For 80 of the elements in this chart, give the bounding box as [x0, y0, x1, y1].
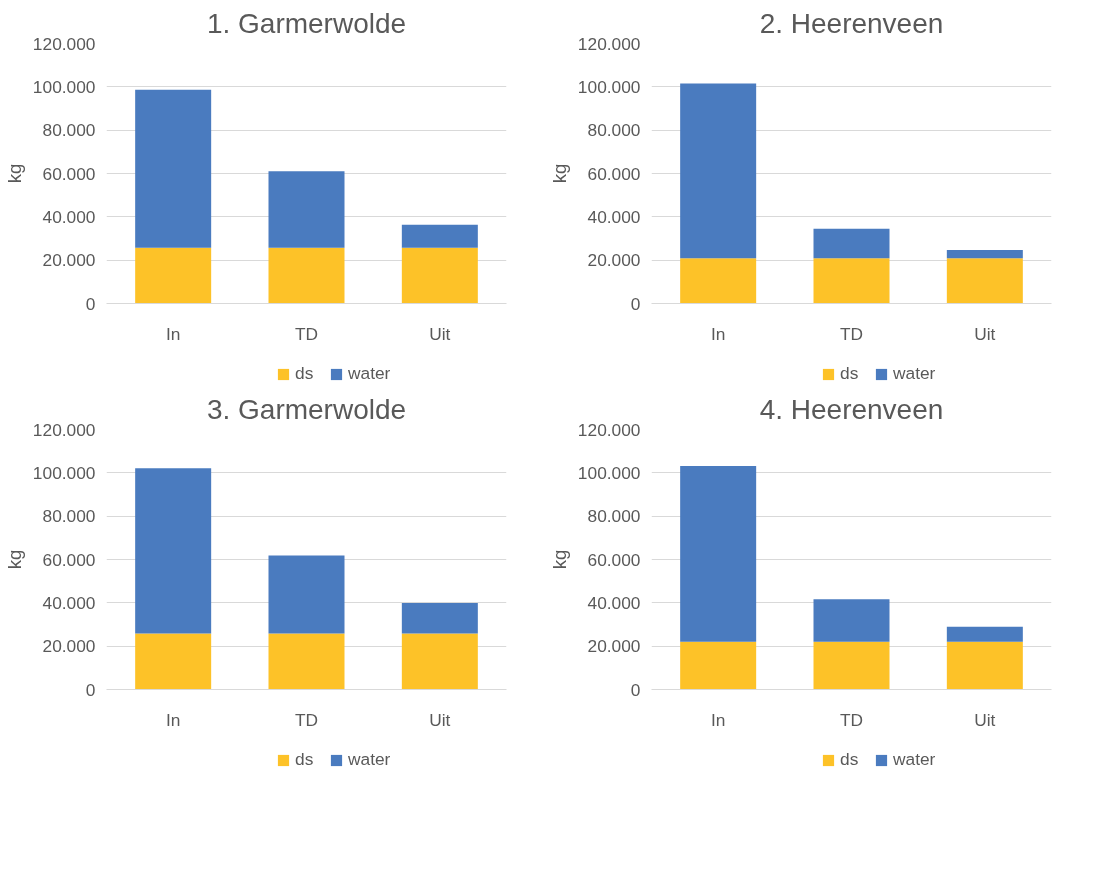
bar [946, 626, 1023, 642]
y-tick-label: 80.000 [587, 506, 641, 527]
bar [813, 258, 890, 304]
y-tick-label: 80.000 [42, 120, 96, 141]
x-tick-label: TD [839, 323, 864, 344]
x-tick-label: TD [294, 323, 319, 344]
bar [135, 247, 212, 304]
legend-label: water [893, 749, 936, 770]
y-tick-label: 20.000 [42, 250, 96, 271]
y-tick-label: 0 [85, 679, 96, 700]
legend-label: water [348, 363, 391, 384]
legend-label: water [893, 363, 936, 384]
bar [401, 603, 478, 634]
bar [135, 468, 212, 634]
y-tick-label: 120.000 [32, 419, 96, 440]
y-tick-label: 60.000 [587, 163, 641, 184]
chart-title: 1. Garmerwolde [206, 7, 407, 39]
bar [401, 224, 478, 248]
y-tick-label: 0 [85, 293, 96, 314]
bar [268, 171, 345, 248]
y-axis-title: kg [548, 549, 570, 570]
bar [135, 89, 212, 248]
y-axis-title: kg [3, 549, 25, 570]
y-tick-label: 60.000 [42, 163, 96, 184]
bar [813, 641, 890, 690]
bar [401, 633, 478, 690]
y-tick-label: 0 [630, 293, 641, 314]
y-tick-label: 60.000 [587, 549, 641, 570]
bar [135, 633, 212, 690]
x-tick-label: In [165, 709, 181, 730]
bar [813, 228, 890, 259]
legend-label: ds [295, 749, 315, 770]
bar [813, 599, 890, 642]
y-tick-label: 40.000 [587, 206, 641, 227]
x-tick-label: Uit [429, 709, 451, 730]
x-tick-label: Uit [429, 323, 451, 344]
y-tick-label: 120.000 [577, 419, 641, 440]
chart-title: 3. Garmerwolde [206, 393, 407, 425]
legend-label: water [348, 749, 391, 770]
bar [401, 247, 478, 304]
y-axis-title: kg [3, 163, 25, 184]
bar [268, 247, 345, 304]
y-tick-label: 0 [630, 679, 641, 700]
bar [268, 555, 345, 634]
y-tick-label: 100.000 [32, 76, 96, 97]
x-tick-label: Uit [974, 323, 996, 344]
bar [680, 258, 757, 304]
x-tick-label: In [710, 709, 726, 730]
x-tick-label: In [165, 323, 181, 344]
chart-title: 2. Heerenveen [759, 7, 944, 39]
legend-label: ds [295, 363, 315, 384]
y-tick-label: 100.000 [577, 462, 641, 483]
y-tick-label: 80.000 [42, 506, 96, 527]
bar [946, 258, 1023, 304]
x-tick-label: TD [294, 709, 319, 730]
bar [680, 641, 757, 690]
bar [680, 83, 757, 259]
bar [268, 633, 345, 690]
x-tick-label: In [710, 323, 726, 344]
legend-label: ds [840, 363, 860, 384]
y-tick-label: 100.000 [32, 462, 96, 483]
x-tick-label: TD [839, 709, 864, 730]
legend-label: ds [840, 749, 860, 770]
y-tick-label: 60.000 [42, 549, 96, 570]
y-axis-title: kg [548, 163, 570, 184]
y-tick-label: 20.000 [587, 250, 641, 271]
bar [946, 249, 1023, 259]
x-tick-label: Uit [974, 709, 996, 730]
y-tick-label: 40.000 [42, 592, 96, 613]
y-tick-label: 120.000 [32, 33, 96, 54]
y-tick-label: 80.000 [587, 120, 641, 141]
y-tick-label: 40.000 [42, 206, 96, 227]
bar [946, 641, 1023, 690]
y-tick-label: 40.000 [587, 592, 641, 613]
y-tick-label: 20.000 [587, 636, 641, 657]
bar [680, 465, 757, 642]
chart-title: 4. Heerenveen [759, 393, 944, 425]
y-tick-label: 20.000 [42, 636, 96, 657]
y-tick-label: 120.000 [577, 33, 641, 54]
y-tick-label: 100.000 [577, 76, 641, 97]
